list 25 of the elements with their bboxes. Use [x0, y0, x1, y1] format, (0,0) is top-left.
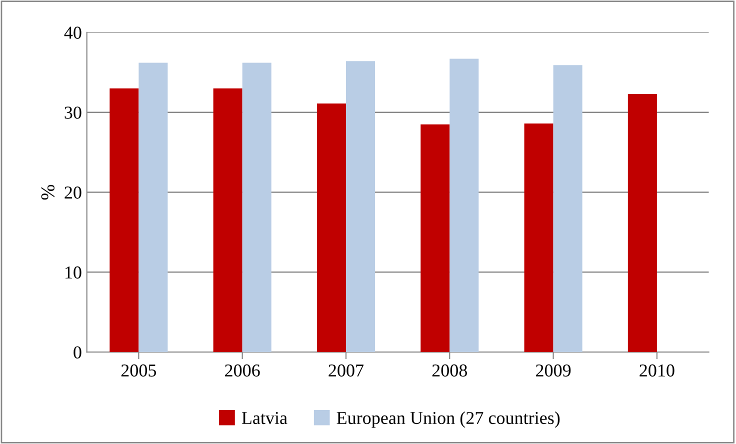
- bar: [450, 58, 479, 352]
- bar: [628, 94, 657, 352]
- x-tick-label: 2005: [121, 364, 156, 377]
- x-tick-label: 2008: [432, 364, 467, 377]
- bar: [242, 62, 272, 352]
- y-tick-label: 30: [64, 106, 82, 119]
- x-tick-label: 2010: [640, 364, 674, 377]
- x-tick-label: 2006: [225, 364, 260, 377]
- bar: [420, 124, 450, 352]
- y-tick-label: 20: [64, 186, 82, 199]
- x-tick-label: 2007: [328, 364, 364, 377]
- bar: [524, 124, 554, 352]
- x-tick-label: 2009: [536, 364, 571, 377]
- bar: [553, 65, 582, 352]
- bar: [110, 88, 139, 352]
- y-tick-label: 10: [66, 266, 82, 279]
- bar: [213, 88, 242, 352]
- legend-label: Latvia: [242, 412, 288, 424]
- legend-label: European Union (27 countries): [336, 411, 560, 428]
- y-tick-label: 0: [74, 346, 82, 359]
- bar: [316, 104, 346, 352]
- bar: [138, 62, 168, 352]
- bar: [346, 61, 376, 352]
- y-axis-title: %: [41, 184, 54, 200]
- y-tick-label: 40: [64, 26, 82, 39]
